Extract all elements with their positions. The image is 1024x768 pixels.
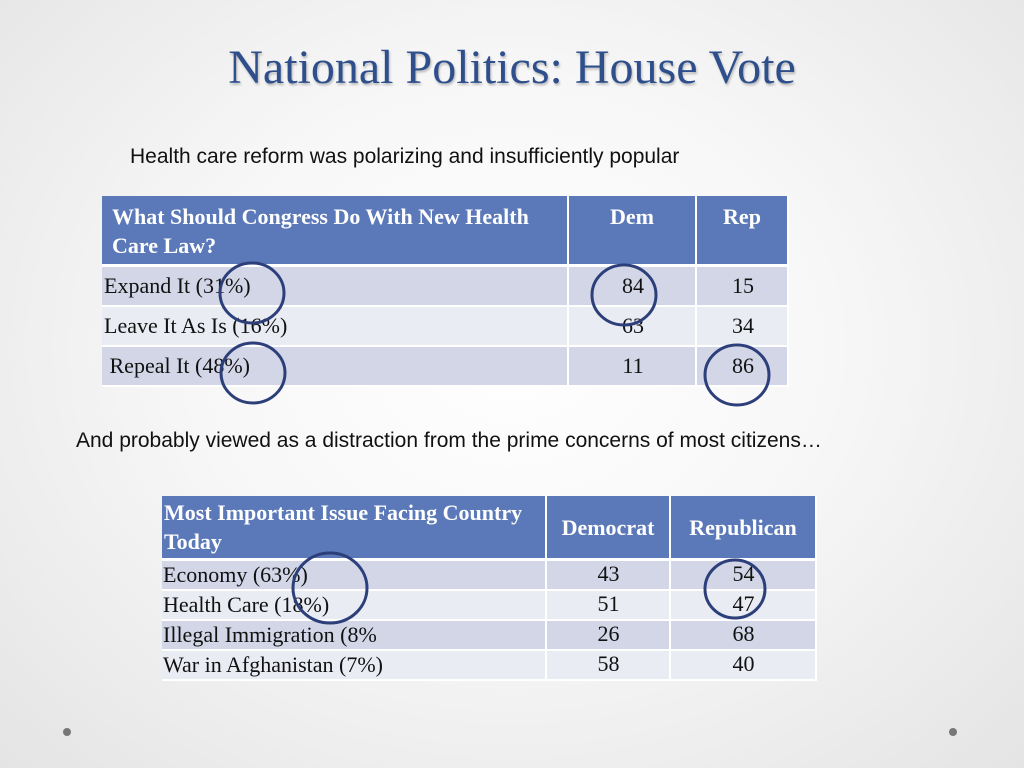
republican-value: 40 [670,650,817,681]
republican-value: 47 [670,590,817,621]
dem-value: 11 [568,346,697,387]
nav-dot-right[interactable] [949,728,957,736]
header-dem: Dem [568,196,697,267]
rep-value: 34 [696,306,789,347]
row-label: Illegal Immigration (8% [162,620,547,651]
table-row: Economy (63%) 43 54 [162,559,817,591]
democrat-value: 58 [546,650,671,681]
table-row: War in Afghanistan (7%) 58 40 [162,650,817,681]
slide-title: National Politics: House Vote [228,41,796,94]
row-label: Economy (63%) [162,559,547,591]
table-row: Leave It As Is (16%) 63 34 [102,306,789,347]
header-issue: Most Important Issue Facing Country Toda… [162,496,547,561]
rep-value: 15 [696,265,789,307]
header-democrat: Democrat [546,496,671,561]
row-label: Leave It As Is (16%) [102,306,569,347]
nav-dot-left[interactable] [63,728,71,736]
subtitle-distraction: And probably viewed as a distraction fro… [76,429,822,452]
row-label: Health Care (18%) [162,590,547,621]
table-header-row: Most Important Issue Facing Country Toda… [162,496,817,561]
democrat-value: 43 [546,559,671,591]
republican-value: 68 [670,620,817,651]
most-important-issue-table: Most Important Issue Facing Country Toda… [162,496,817,681]
democrat-value: 51 [546,590,671,621]
table-row: Expand It (31%) 84 15 [102,265,789,307]
subtitle-health-care: Health care reform was polarizing and in… [130,145,680,168]
table-row: Repeal It (48%) 11 86 [102,346,789,387]
row-label: Expand It (31%) [102,265,569,307]
table-row: Illegal Immigration (8% 26 68 [162,620,817,651]
table-header-row: What Should Congress Do With New Health … [102,196,789,267]
header-question: What Should Congress Do With New Health … [102,196,569,267]
dem-value: 84 [568,265,697,307]
header-republican: Republican [670,496,817,561]
row-label: Repeal It (48%) [102,346,569,387]
rep-value: 86 [696,346,789,387]
republican-value: 54 [670,559,817,591]
table-row: Health Care (18%) 51 47 [162,590,817,621]
row-label: War in Afghanistan (7%) [162,650,547,681]
header-rep: Rep [696,196,789,267]
dem-value: 63 [568,306,697,347]
democrat-value: 26 [546,620,671,651]
health-care-law-table: What Should Congress Do With New Health … [102,196,789,387]
